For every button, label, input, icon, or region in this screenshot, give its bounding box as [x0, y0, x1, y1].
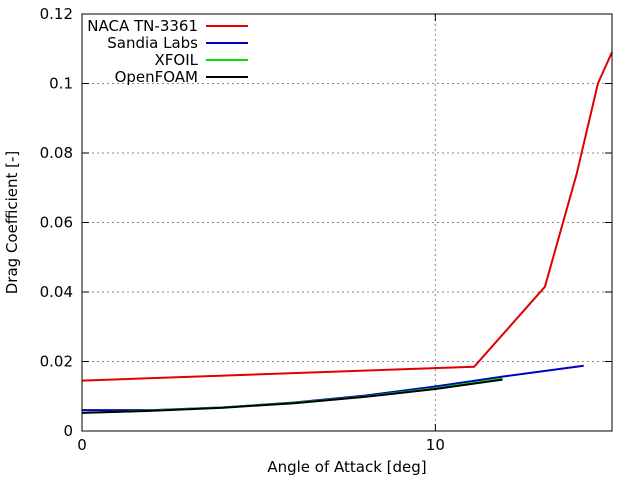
- x-tick-label: 10: [426, 436, 445, 454]
- legend-label: Sandia Labs: [107, 34, 198, 52]
- y-tick-label: 0.08: [40, 144, 73, 162]
- y-tick-label: 0.04: [40, 283, 73, 301]
- series-lines: [81, 51, 613, 414]
- y-tick-label: 0.02: [40, 353, 73, 371]
- y-tick-label: 0: [63, 422, 73, 440]
- tick-labels: 0 0.02 0.04 0.06 0.08 0.1 0.12 0 10: [40, 5, 445, 454]
- legend-label: NACA TN-3361: [87, 17, 198, 35]
- y-tick-label: 0.1: [49, 75, 73, 93]
- y-tick-label: 0.06: [40, 214, 73, 232]
- series-line-naca-tn-3361: [81, 51, 613, 382]
- legend-label: OpenFOAM: [115, 68, 198, 86]
- series-line-xfoil: [81, 377, 503, 414]
- x-tick-label: 0: [77, 436, 87, 454]
- y-axis-title: Drag Coefficient [-]: [3, 151, 21, 295]
- x-axis-title: Angle of Attack [deg]: [267, 458, 426, 476]
- series-line-openfoam: [81, 378, 503, 414]
- legend-label: XFOIL: [155, 51, 199, 69]
- tick-marks: [81, 13, 612, 432]
- grid-lines: [81, 14, 612, 431]
- y-tick-label: 0.12: [40, 5, 73, 23]
